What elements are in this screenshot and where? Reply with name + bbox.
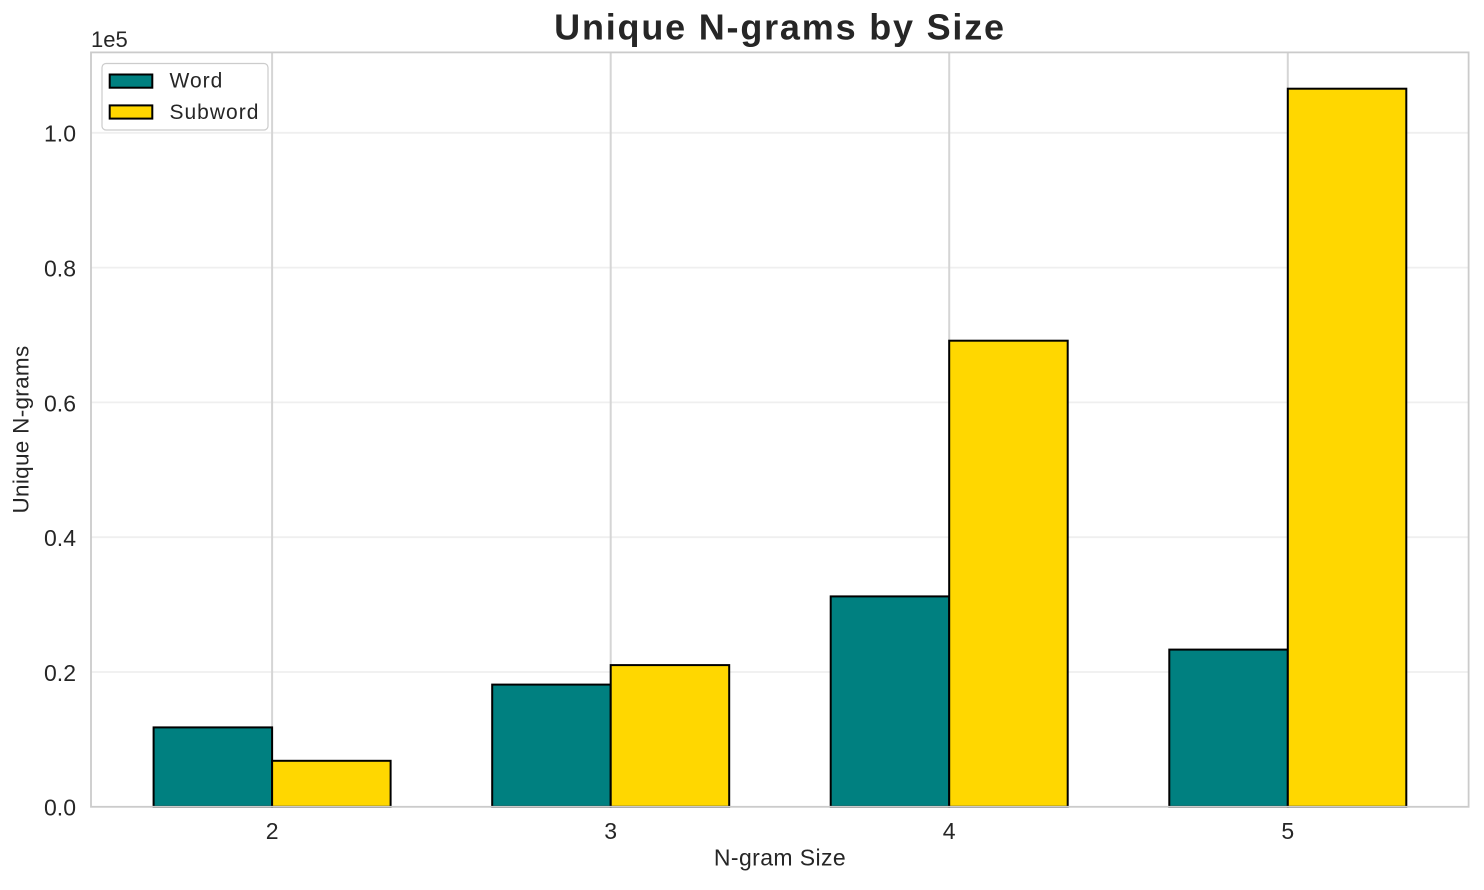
svg-text:1e5: 1e5 bbox=[91, 27, 128, 52]
svg-text:5: 5 bbox=[1281, 818, 1294, 844]
svg-text:Subword: Subword bbox=[170, 101, 260, 124]
svg-text:4: 4 bbox=[943, 818, 956, 844]
svg-text:Word: Word bbox=[170, 70, 224, 93]
svg-text:0.6: 0.6 bbox=[44, 390, 76, 416]
svg-text:0.0: 0.0 bbox=[44, 795, 76, 821]
svg-text:0.4: 0.4 bbox=[44, 525, 76, 551]
svg-text:1.0: 1.0 bbox=[44, 121, 76, 147]
svg-text:3: 3 bbox=[604, 818, 617, 844]
svg-text:Unique N-grams by Size: Unique N-grams by Size bbox=[554, 7, 1006, 48]
svg-text:0.2: 0.2 bbox=[44, 660, 76, 686]
svg-text:2: 2 bbox=[266, 818, 279, 844]
svg-text:N-gram Size: N-gram Size bbox=[714, 844, 846, 870]
svg-text:0.8: 0.8 bbox=[44, 256, 76, 282]
svg-text:Unique N-grams: Unique N-grams bbox=[9, 345, 34, 513]
